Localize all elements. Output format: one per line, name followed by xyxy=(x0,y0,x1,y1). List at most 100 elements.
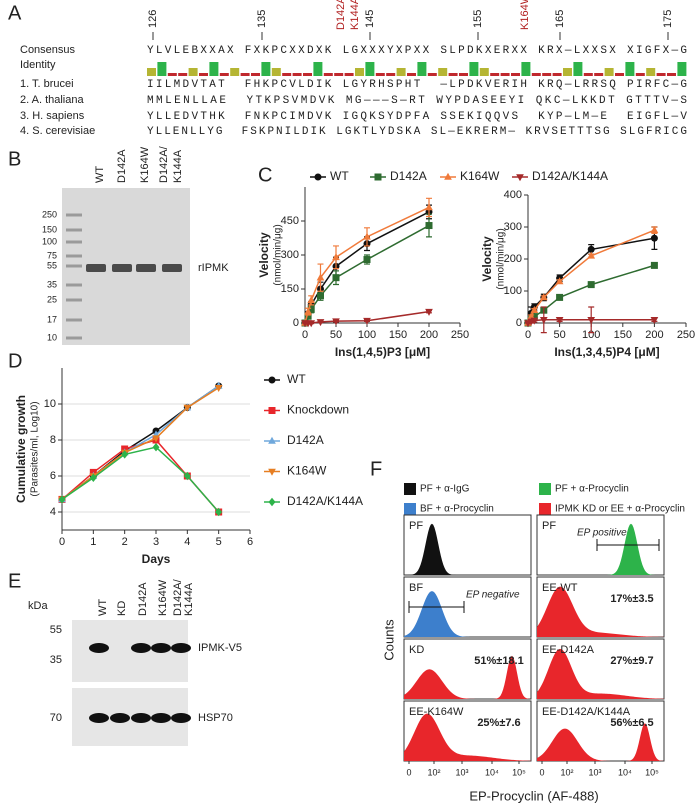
identity-bar xyxy=(375,73,385,76)
x-tick-label: 0 xyxy=(302,329,308,341)
x-tick-label: 250 xyxy=(451,329,469,341)
y-tick-label: 300 xyxy=(504,221,522,233)
position-number: 126 xyxy=(147,10,159,28)
band-label: rIPMK xyxy=(198,262,229,274)
x-axis-label: EP-Procyclin (AF-488) xyxy=(469,788,598,803)
identity-bar xyxy=(427,73,437,76)
identity-bar xyxy=(251,73,260,76)
marker xyxy=(152,443,160,452)
position-number: 155 xyxy=(472,10,484,28)
lane-label: K164W xyxy=(139,146,151,183)
panel-name: EE-WT xyxy=(542,582,578,594)
position-number: 145 xyxy=(364,10,376,28)
ladder-band xyxy=(66,264,82,268)
x-tick-label: 50 xyxy=(330,329,342,341)
sequence: YLLENLLYG FSKPNILDIK LGKTLYDSKA SL—EKRER… xyxy=(147,126,687,138)
panel-label: A xyxy=(8,2,22,24)
marker-label: 70 xyxy=(50,712,62,724)
panel-name: EE-K164W xyxy=(409,706,464,718)
histogram xyxy=(404,655,531,699)
y-tick-label: 4 xyxy=(50,506,56,518)
panel-label: D xyxy=(8,350,22,372)
y-tick-label: 300 xyxy=(281,249,299,261)
marker xyxy=(214,385,223,392)
gate xyxy=(596,539,660,551)
y-tick-label: 6 xyxy=(50,470,56,482)
x-axis-label: Days xyxy=(142,552,171,566)
position-number: 175 xyxy=(662,10,674,28)
histogram xyxy=(537,586,664,637)
marker xyxy=(332,318,340,326)
band xyxy=(151,643,171,653)
mutation-label: K144A xyxy=(349,0,361,30)
panel-name: PF xyxy=(542,520,556,532)
identity-bar xyxy=(417,62,427,76)
marker xyxy=(304,307,312,315)
histogram xyxy=(537,723,664,761)
legend-label: WT xyxy=(287,372,306,386)
x-tick-label: 250 xyxy=(677,329,695,341)
y-tick-label: 100 xyxy=(504,285,522,297)
marker xyxy=(215,507,223,517)
ladder-band xyxy=(66,228,82,232)
sequence: IILMDVTAT FHKPCVLDIK LGYRHSPHT —LPDKVERI… xyxy=(147,79,687,91)
band xyxy=(89,643,109,653)
unit-label: kDa xyxy=(28,600,48,612)
row-name: 2. A. thaliana xyxy=(20,94,84,106)
ladder-label: 150 xyxy=(42,224,57,234)
marker xyxy=(332,253,340,261)
identity-bar xyxy=(188,68,198,76)
lane-label: K144A xyxy=(183,582,195,616)
marker xyxy=(363,232,371,240)
x-tick-label: 200 xyxy=(420,329,438,341)
x-tick-label: 150 xyxy=(614,329,632,341)
x-tick-label: 10⁵ xyxy=(645,767,659,777)
legend-label: WT xyxy=(330,169,349,183)
panel-label: E xyxy=(8,570,21,592)
marker xyxy=(650,226,659,233)
ladder-band xyxy=(66,298,82,302)
marker xyxy=(650,261,658,269)
identity-bar xyxy=(677,62,687,76)
ladder-band xyxy=(66,240,82,244)
marker xyxy=(183,471,191,481)
legend-swatch xyxy=(539,483,551,495)
identity-bar xyxy=(147,68,156,76)
identity-bar xyxy=(271,68,281,76)
x-tick-label: 0 xyxy=(539,767,544,777)
x-axis-label: Ins(1,4,5)P3 [μM] xyxy=(335,345,430,359)
x-tick-label: 50 xyxy=(553,329,565,341)
identity-bar xyxy=(479,68,489,76)
ladder-label: 10 xyxy=(47,332,57,342)
x-tick-label: 100 xyxy=(358,329,376,341)
marker xyxy=(555,277,564,285)
marker xyxy=(530,306,539,313)
series-line xyxy=(61,387,220,501)
stat-label: 56%±6.5 xyxy=(610,717,653,729)
identity-bar xyxy=(583,73,593,76)
band xyxy=(110,713,130,723)
marker xyxy=(317,292,324,300)
identity-bar xyxy=(635,73,645,76)
marker xyxy=(587,317,596,324)
identity-bar xyxy=(240,73,250,76)
ladder-label: 55 xyxy=(47,260,57,270)
marker xyxy=(363,256,371,264)
marker xyxy=(530,313,538,321)
marker xyxy=(425,222,433,230)
band xyxy=(112,264,132,272)
marker xyxy=(89,473,97,482)
marker xyxy=(307,296,316,304)
identity-bar xyxy=(157,62,167,76)
identity-bar xyxy=(438,68,448,76)
band xyxy=(89,713,109,723)
legend-swatch xyxy=(404,483,416,495)
y-axis-label: Cumulative growth xyxy=(14,395,28,503)
lane-label: KD xyxy=(116,601,128,616)
identity-bar xyxy=(563,68,572,76)
panel-label: C xyxy=(258,164,272,186)
ladder-label: 75 xyxy=(47,250,57,260)
band xyxy=(171,643,191,653)
legend-label: BF + α-Procyclin xyxy=(420,504,494,515)
marker xyxy=(58,495,66,504)
